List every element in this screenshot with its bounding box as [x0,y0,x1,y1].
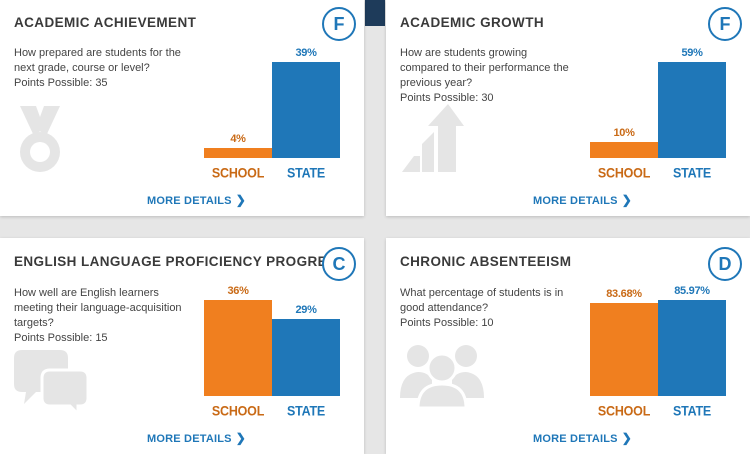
card-title: ACADEMIC ACHIEVEMENT [14,15,197,30]
speech-bubbles-icon [14,350,90,419]
state-value-label: 85.97% [674,285,710,297]
school-category-label: SCHOOL [211,165,265,181]
state-category-label: STATE [672,165,712,181]
card-chronic-absenteeism: CHRONIC ABSENTEEISM D What percentage of… [386,238,750,454]
points-possible: Points Possible: 35 [14,77,108,89]
school-category-label: SCHOOL [597,403,651,419]
school-value-label: 4% [230,133,246,146]
medal-icon [14,106,66,179]
state-value-label: 29% [295,303,317,316]
school-value-label: 83.68% [606,287,642,300]
more-details-link[interactable]: MORE DETAILS ❯ [533,431,632,445]
card-title: ENGLISH LANGUAGE PROFICIENCY PROGRESS [14,254,346,269]
card-question: How are students growing compared to the… [400,46,578,106]
points-possible: Points Possible: 10 [400,317,494,329]
more-details-label: MORE DETAILS [147,433,232,445]
school-bar [590,141,658,158]
school-bar [590,302,658,396]
school-value-label: 36% [227,285,249,297]
grade-badge: F [708,7,742,41]
state-value-label: 59% [681,47,703,59]
card-question: How prepared are students for the next g… [14,46,192,91]
more-details-link[interactable]: MORE DETAILS ❯ [533,193,632,207]
card-question: What percentage of students is in good a… [400,286,578,331]
card-academic-achievement: ACADEMIC ACHIEVEMENT F How prepared are … [0,0,364,216]
grade-badge: D [708,247,742,281]
school-category-label: SCHOOL [597,165,651,181]
card-title: ACADEMIC GROWTH [400,15,544,30]
more-details-link[interactable]: MORE DETAILS ❯ [147,431,246,445]
points-possible: Points Possible: 15 [14,332,108,344]
chevron-right-icon: ❯ [621,431,632,445]
school-value-label: 10% [613,126,635,139]
chevron-right-icon: ❯ [235,193,246,207]
chevron-right-icon: ❯ [235,431,246,445]
state-bar [272,318,340,396]
card-academic-growth: ACADEMIC GROWTH F How are students growi… [386,0,750,216]
growth-arrow-icon [400,104,464,177]
state-category-label: STATE [286,165,326,181]
more-details-label: MORE DETAILS [147,195,232,207]
card-question: How well are English learners meeting th… [14,286,192,346]
grade-badge: F [322,7,356,41]
school-bar [204,148,272,158]
question-text: What percentage of students is in good a… [400,287,564,314]
more-details-label: MORE DETAILS [533,195,618,207]
state-category-label: STATE [286,403,326,419]
more-details-label: MORE DETAILS [533,433,618,445]
chevron-right-icon: ❯ [621,193,632,207]
question-text: How prepared are students for the next g… [14,47,181,74]
card-english-language-proficiency: ENGLISH LANGUAGE PROFICIENCY PROGRESS C … [0,238,364,454]
school-bar [204,300,272,396]
points-possible: Points Possible: 30 [400,92,494,104]
card-title: CHRONIC ABSENTEEISM [400,254,572,269]
state-bar [272,62,340,158]
question-text: How well are English learners meeting th… [14,287,182,329]
header-accent [365,0,385,26]
state-bar [658,300,726,396]
school-category-label: SCHOOL [211,403,265,419]
question-text: How are students growing compared to the… [400,47,569,89]
state-bar [658,62,726,158]
state-value-label: 39% [295,47,317,59]
more-details-link[interactable]: MORE DETAILS ❯ [147,193,246,207]
grade-badge: C [322,247,356,281]
state-category-label: STATE [672,403,712,419]
people-group-icon [400,342,484,413]
